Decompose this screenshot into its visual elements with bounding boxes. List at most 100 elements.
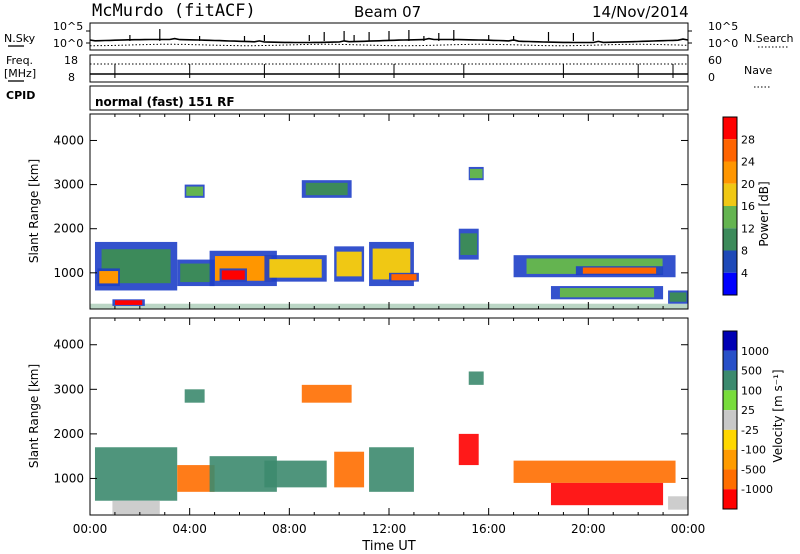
velocity-colorbar-swatch [723,469,737,490]
x-tick-label: 12:00 [372,522,407,536]
velocity-cell [264,460,327,488]
velocity-colorbar-swatch [723,449,737,470]
cpid-label: CPID [6,89,35,102]
velocity-cell [184,389,205,403]
velocity-colorbar-swatch [723,410,737,430]
freq-label-2: [MHz] [4,67,36,80]
power-colorbar: 4 8 12 16 20 24 28 [722,116,755,296]
power-colorbar-tick: 12 [741,222,755,235]
nave-tick-top: 60 [708,54,722,67]
nsky-label: N.Sky [4,32,36,45]
power-colorbar-label: Power [dB] [757,181,771,246]
y-tick-label: 3000 [53,178,84,192]
power-colorbar-swatch [723,139,737,162]
velocity-cell [334,451,365,488]
power-cell [221,270,245,280]
power-colorbar-swatch [723,250,737,273]
power-colorbar-tick: 8 [741,245,748,258]
nave-dips [114,64,674,78]
x-tick-label: 04:00 [172,522,207,536]
velocity-colorbar-swatch [723,370,737,391]
y-tick-label: 4000 [53,133,84,147]
velocity-colorbar-tick: 25 [741,404,755,417]
power-ylabel: Slant Range [km] [27,159,41,263]
velocity-cell [369,447,414,492]
nsearch-line [90,43,689,47]
power-colorbar-tick: 16 [741,200,755,213]
power-colorbar-swatch [723,228,737,251]
velocity-cell [458,433,479,466]
velocity-panel: 1000 2000 3000 4000 00:00 04:00 08:00 12:00 16:… [27,317,785,536]
power-colorbar-tick: 24 [741,156,755,169]
x-tick-label: 00:00 [671,522,706,536]
y-tick-label: 4000 [53,338,84,352]
velocity-cell [177,465,215,492]
nsky-spikes [129,29,594,41]
power-cell [269,259,322,278]
power-cell [559,288,655,298]
velocity-ylabel: Slant Range [km] [27,364,41,468]
power-cell [460,233,478,255]
nave-tick-bottom: 0 [708,71,715,84]
power-cell [180,263,212,283]
velocity-cell [468,371,484,385]
power-colorbar-frame [722,116,738,296]
power-cell [305,182,348,196]
x-tick-label: 16:00 [471,522,506,536]
velocity-colorbar-tick: 500 [741,365,762,378]
x-tick-label: 00:00 [73,522,108,536]
velocity-colorbar-tick: -1000 [741,483,773,496]
velocity-colorbar-swatch [723,429,737,450]
velocity-colorbar-tick: -500 [741,463,766,476]
power-cell [99,271,119,284]
cpid-value: normal (fast) 151 RF [95,95,235,109]
power-panel: 1000 2000 3000 4000 Slant Range [km] 4 8 12 16… [27,113,771,310]
velocity-colorbar-frame [722,330,738,510]
velocity-colorbar-tick: -100 [741,444,766,457]
velocity-y-axis: 1000 2000 3000 4000 [53,338,688,485]
noise-panel: N.Sky 10^5 10^0 10^5 10^0 N.Search [4,20,794,51]
power-colorbar-swatch [723,206,737,229]
velocity-cell [112,500,160,515]
y-tick-label: 1000 [53,471,84,485]
power-cell [115,300,143,305]
velocity-cell [550,482,664,506]
nsky-tick-bottom: 10^0 [53,37,83,50]
nave-label: Nave [744,64,772,77]
velocity-colorbar-swatch [723,331,737,351]
nsearch-tick-bottom: 10^0 [708,37,738,50]
power-cell [336,251,362,277]
power-colorbar-swatch [723,183,737,206]
x-axis-label: Time UT [361,539,415,554]
power-data [90,166,688,309]
freq-label-1: Freq. [6,54,33,67]
power-x-ticks [89,114,689,309]
y-tick-label: 1000 [53,266,84,280]
date-title: 14/Nov/2014 [592,3,689,21]
power-cell [469,168,483,179]
power-cell [391,274,417,281]
velocity-colorbar-swatch [723,390,737,411]
x-tick-label: 20:00 [571,522,606,536]
nsky-tick-top: 10^5 [53,20,83,33]
velocity-data [94,371,688,515]
freq-nave-panel: Freq. [MHz] 18 8 60 0 Nave [4,54,772,88]
power-colorbar-tick: 20 [741,178,755,191]
velocity-colorbar-tick: 100 [741,384,762,397]
velocity-colorbar-swatch [723,350,737,371]
velocity-colorbar-swatch [723,489,737,509]
velocity-x-ticks: 00:00 04:00 08:00 12:00 16:00 20:00 00:00 [73,318,706,536]
y-tick-label: 2000 [53,427,84,441]
power-cell [186,186,204,196]
freq-tick-bottom: 8 [68,71,75,84]
velocity-colorbar-label: Velocity [m s⁻¹] [771,369,785,462]
velocity-colorbar-tick: -25 [741,424,759,437]
velocity-cell [301,384,352,403]
station-title: McMurdo (fitACF) [92,1,256,21]
power-cell [582,267,657,274]
x-tick-label: 08:00 [272,522,307,536]
power-y-axis: 1000 2000 3000 4000 [53,133,688,280]
velocity-colorbar-tick: 1000 [741,345,769,358]
velocity-colorbar: 1000 500 100 25 -25 -100 -500 -1000 [722,330,773,510]
